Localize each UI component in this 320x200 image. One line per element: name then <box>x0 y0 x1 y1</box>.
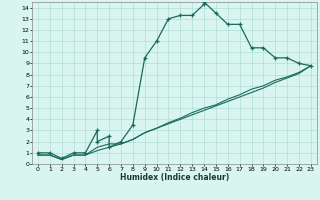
X-axis label: Humidex (Indice chaleur): Humidex (Indice chaleur) <box>120 173 229 182</box>
